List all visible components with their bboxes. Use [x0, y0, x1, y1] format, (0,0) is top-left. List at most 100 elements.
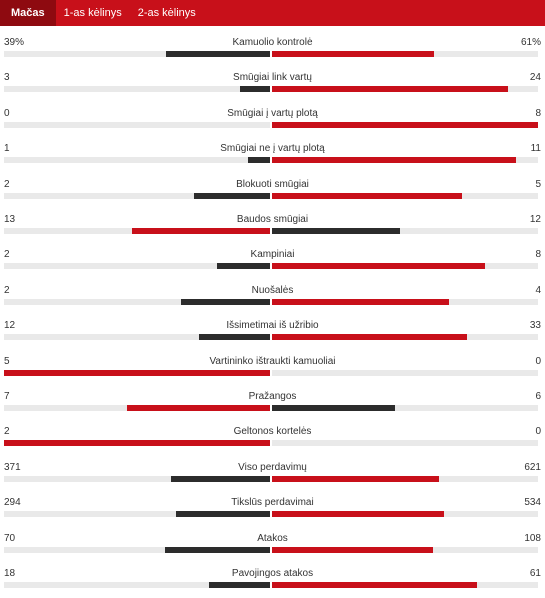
away-bar	[272, 475, 439, 482]
stat-label-line: 2 Nuošalės 4	[0, 284, 545, 298]
stat-row: 294 Tikslūs perdavimai 534	[0, 491, 545, 527]
stat-name: Pavojingos atakos	[231, 568, 314, 579]
home-bar-track	[4, 511, 270, 518]
stat-name: Smūgiai ne į vartų plotą	[220, 143, 325, 155]
stat-row: 18 Pavojingos atakos 61	[0, 562, 545, 598]
tab-second-half[interactable]: 2-as kėlinys	[137, 7, 196, 19]
home-bar-track	[4, 546, 270, 553]
stat-name: Smūgiai į vartų plotą	[227, 107, 318, 119]
home-bar-track	[4, 440, 270, 447]
away-value: 5	[535, 178, 541, 190]
stat-label-line: 3 Smūgiai link vartų 24	[0, 71, 545, 85]
stat-row: 13 Baudos smūgiai 12	[0, 208, 545, 244]
home-value: 0	[4, 107, 10, 119]
home-bar	[175, 511, 270, 518]
away-value: 8	[535, 107, 541, 119]
home-bar-track	[4, 405, 270, 411]
home-bar	[165, 546, 270, 553]
away-value: 6	[535, 391, 541, 402]
stat-name: Baudos smūgiai	[236, 214, 309, 225]
away-bar	[272, 263, 485, 270]
home-bar	[4, 440, 270, 447]
home-bar	[247, 157, 270, 164]
home-value: 3	[4, 72, 10, 84]
away-bar-track	[272, 121, 538, 128]
away-bar-track	[272, 369, 538, 376]
stat-name: Tikslūs perdavimai	[231, 497, 314, 509]
home-bar	[209, 582, 270, 588]
stat-name: Geltonos kortelės	[233, 426, 312, 438]
stat-label-line: 39% Kamuolio kontrolė 61%	[0, 36, 545, 50]
stat-label-line: 0 Smūgiai į vartų plotą 8	[0, 107, 545, 121]
home-value: 13	[4, 214, 16, 225]
stat-label-line: 1 Smūgiai ne į vartų plotą 11	[0, 142, 545, 156]
stat-row: 371 Viso perdavimų 621	[0, 456, 545, 492]
stat-label-line: 5 Vartininko ištraukti kamuoliai 0	[0, 355, 545, 369]
home-bar	[4, 369, 270, 376]
stat-name: Vartininko ištraukti kamuoliai	[209, 355, 336, 367]
stat-name: Smūgiai link vartų	[233, 72, 312, 84]
away-value: 33	[529, 320, 541, 332]
away-bar-track	[272, 475, 538, 482]
stat-row: 2 Blokuoti smūgiai 5	[0, 173, 545, 209]
away-bar-track	[272, 546, 538, 553]
home-value: 371	[4, 461, 21, 473]
stat-name: Viso perdavimų	[238, 461, 307, 473]
stat-row: 7 Pražangos 6	[0, 385, 545, 421]
away-bar	[272, 334, 468, 341]
home-bar-track	[4, 334, 270, 341]
home-bar	[216, 263, 270, 270]
home-value: 1	[4, 143, 10, 155]
stat-row: 39% Kamuolio kontrolė 61%	[0, 31, 545, 67]
stat-row: 1 Smūgiai ne į vartų plotą 11	[0, 137, 545, 173]
stat-row: 70 Atakos 108	[0, 527, 545, 563]
home-value: 2	[4, 284, 10, 296]
home-value: 5	[4, 355, 10, 367]
stat-name: Kamuolio kontrolė	[232, 37, 313, 48]
home-bar	[194, 192, 270, 199]
tab-first-half[interactable]: 1-as kėlinys	[63, 7, 122, 19]
stat-label-line: 12 Išsimetimai iš užribio 33	[0, 319, 545, 333]
tab-match[interactable]: Mačas	[0, 0, 56, 26]
stat-name: Išsimetimai iš užribio	[226, 320, 319, 332]
home-value: 294	[4, 497, 21, 509]
home-value: 18	[4, 568, 16, 579]
home-bar-track	[4, 228, 270, 234]
stat-label-line: 294 Tikslūs perdavimai 534	[0, 496, 545, 510]
home-bar-track	[4, 475, 270, 482]
away-bar-track	[272, 51, 538, 57]
stat-label-line: 2 Kampiniai 8	[0, 248, 545, 262]
stat-name: Atakos	[257, 532, 288, 544]
away-bar-track	[272, 334, 538, 341]
stat-label-line: 2 Geltonos kortelės 0	[0, 425, 545, 439]
away-value: 61	[529, 568, 541, 579]
away-value: 0	[535, 355, 541, 367]
away-bar	[272, 228, 400, 234]
away-value: 61%	[520, 37, 541, 48]
away-bar-track	[272, 263, 538, 270]
away-bar	[272, 546, 434, 553]
home-value: 2	[4, 426, 10, 438]
home-bar	[181, 298, 270, 305]
away-value: 0	[535, 426, 541, 438]
home-bar	[166, 51, 270, 57]
away-bar-track	[272, 511, 538, 518]
away-bar	[272, 582, 478, 588]
away-bar-track	[272, 157, 538, 164]
away-bar-track	[272, 228, 538, 234]
away-bar	[272, 298, 450, 305]
away-value: 12	[529, 214, 541, 225]
stat-label-line: 18 Pavojingos atakos 61	[0, 567, 545, 581]
away-bar-track	[272, 298, 538, 305]
home-bar-track	[4, 298, 270, 305]
away-bar-track	[272, 192, 538, 199]
home-value: 2	[4, 249, 10, 261]
stat-label-line: 13 Baudos smūgiai 12	[0, 213, 545, 227]
home-bar	[126, 405, 270, 411]
stat-label-line: 2 Blokuoti smūgiai 5	[0, 178, 545, 192]
home-bar-track	[4, 582, 270, 588]
home-bar	[240, 86, 270, 93]
home-value: 70	[4, 532, 16, 544]
away-value: 534	[524, 497, 541, 509]
away-bar-track	[272, 582, 538, 588]
